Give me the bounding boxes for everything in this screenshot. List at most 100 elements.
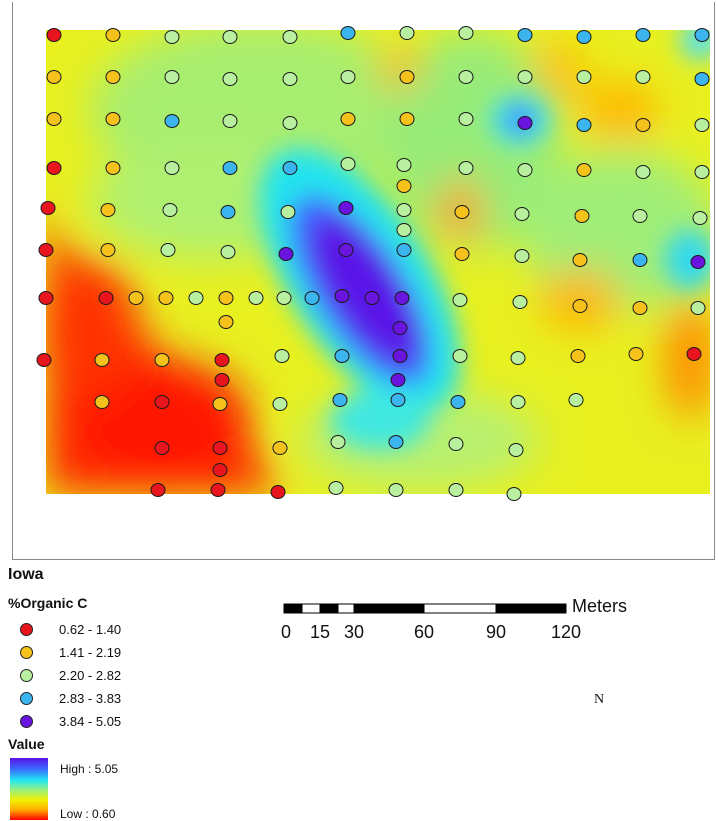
sample-point xyxy=(212,397,228,411)
scale-tick-label: 0 xyxy=(280,622,292,642)
sample-point xyxy=(94,395,110,409)
sample-point xyxy=(150,483,166,497)
sample-point xyxy=(154,395,170,409)
sample-point xyxy=(38,243,54,257)
sample-point xyxy=(392,349,408,363)
scale-bar-segment xyxy=(301,603,321,614)
sample-point xyxy=(164,30,180,44)
sample-point xyxy=(128,291,144,305)
sample-point xyxy=(214,373,230,387)
legend-swatch xyxy=(20,691,33,705)
sample-point xyxy=(212,463,228,477)
scale-unit-label: Meters xyxy=(572,596,628,616)
color-ramp xyxy=(10,758,48,820)
sample-point xyxy=(694,28,710,42)
sample-point xyxy=(46,70,62,84)
sample-point xyxy=(222,114,238,128)
sample-point xyxy=(632,209,648,223)
sample-point xyxy=(154,353,170,367)
sample-point xyxy=(452,349,468,363)
sample-point xyxy=(692,211,708,225)
sample-point xyxy=(510,395,526,409)
sample-point xyxy=(38,291,54,305)
sample-point xyxy=(158,291,174,305)
sample-point xyxy=(396,158,412,172)
sample-point xyxy=(164,161,180,175)
sample-point xyxy=(512,295,528,309)
sample-point xyxy=(282,72,298,86)
sample-point xyxy=(364,291,380,305)
sample-point xyxy=(94,353,110,367)
scale-tick-label: 15 xyxy=(309,622,331,642)
sample-point xyxy=(105,70,121,84)
ramp-low-label: Low : 0.60 xyxy=(60,807,116,821)
north-label: N xyxy=(594,692,605,707)
sample-point xyxy=(222,72,238,86)
scale-bar-segment xyxy=(319,603,339,614)
sample-point xyxy=(340,157,356,171)
sample-point xyxy=(214,353,230,367)
sample-point xyxy=(635,165,651,179)
sample-point xyxy=(270,485,286,499)
sample-point xyxy=(304,291,320,305)
sample-point xyxy=(399,112,415,126)
legend-title: %Organic C xyxy=(8,595,88,611)
sample-point xyxy=(514,249,530,263)
legend-class-3: 2.20 - 2.82 xyxy=(20,666,121,684)
sample-point xyxy=(458,26,474,40)
sample-point xyxy=(635,118,651,132)
sample-point xyxy=(40,201,56,215)
sample-point xyxy=(338,243,354,257)
sample-point xyxy=(510,351,526,365)
sample-point xyxy=(399,26,415,40)
sample-point xyxy=(694,165,710,179)
value-legend-title: Value xyxy=(8,736,45,752)
sample-point xyxy=(222,161,238,175)
sample-point xyxy=(330,435,346,449)
sample-point xyxy=(517,116,533,130)
scale-bar-segment xyxy=(337,603,355,614)
sample-point xyxy=(46,112,62,126)
sample-point xyxy=(332,393,348,407)
sample-point xyxy=(212,441,228,455)
sample-point xyxy=(570,349,586,363)
sample-point xyxy=(154,441,170,455)
sample-point xyxy=(388,483,404,497)
scale-bar-segment xyxy=(423,603,497,614)
sample-point xyxy=(340,26,356,40)
sample-point xyxy=(218,315,234,329)
sample-point xyxy=(390,393,406,407)
sample-point xyxy=(517,28,533,42)
legend-swatch xyxy=(20,645,33,659)
sample-point xyxy=(46,28,62,42)
sample-point xyxy=(572,253,588,267)
sample-point xyxy=(396,203,412,217)
scale-tick-label: 120 xyxy=(550,622,582,642)
sample-point xyxy=(210,483,226,497)
sample-point xyxy=(450,395,466,409)
sample-point xyxy=(632,253,648,267)
sample-point xyxy=(690,255,706,269)
legend-swatch xyxy=(20,714,33,728)
scale-bar-segment xyxy=(353,603,425,614)
sample-point xyxy=(458,70,474,84)
sample-point xyxy=(188,291,204,305)
sample-point xyxy=(100,243,116,257)
sample-point xyxy=(98,291,114,305)
sample-point xyxy=(390,373,406,387)
sample-point xyxy=(276,291,292,305)
sample-point xyxy=(458,112,474,126)
sample-point xyxy=(394,291,410,305)
sample-point xyxy=(635,28,651,42)
sample-point xyxy=(36,353,52,367)
sample-point xyxy=(694,118,710,132)
sample-point xyxy=(388,435,404,449)
sample-point xyxy=(328,481,344,495)
scale-tick-label: 90 xyxy=(485,622,507,642)
sample-point xyxy=(576,118,592,132)
sample-point xyxy=(272,397,288,411)
sample-point xyxy=(632,301,648,315)
sample-point xyxy=(635,70,651,84)
scale-bar-segment xyxy=(495,603,567,614)
sample-point xyxy=(572,299,588,313)
